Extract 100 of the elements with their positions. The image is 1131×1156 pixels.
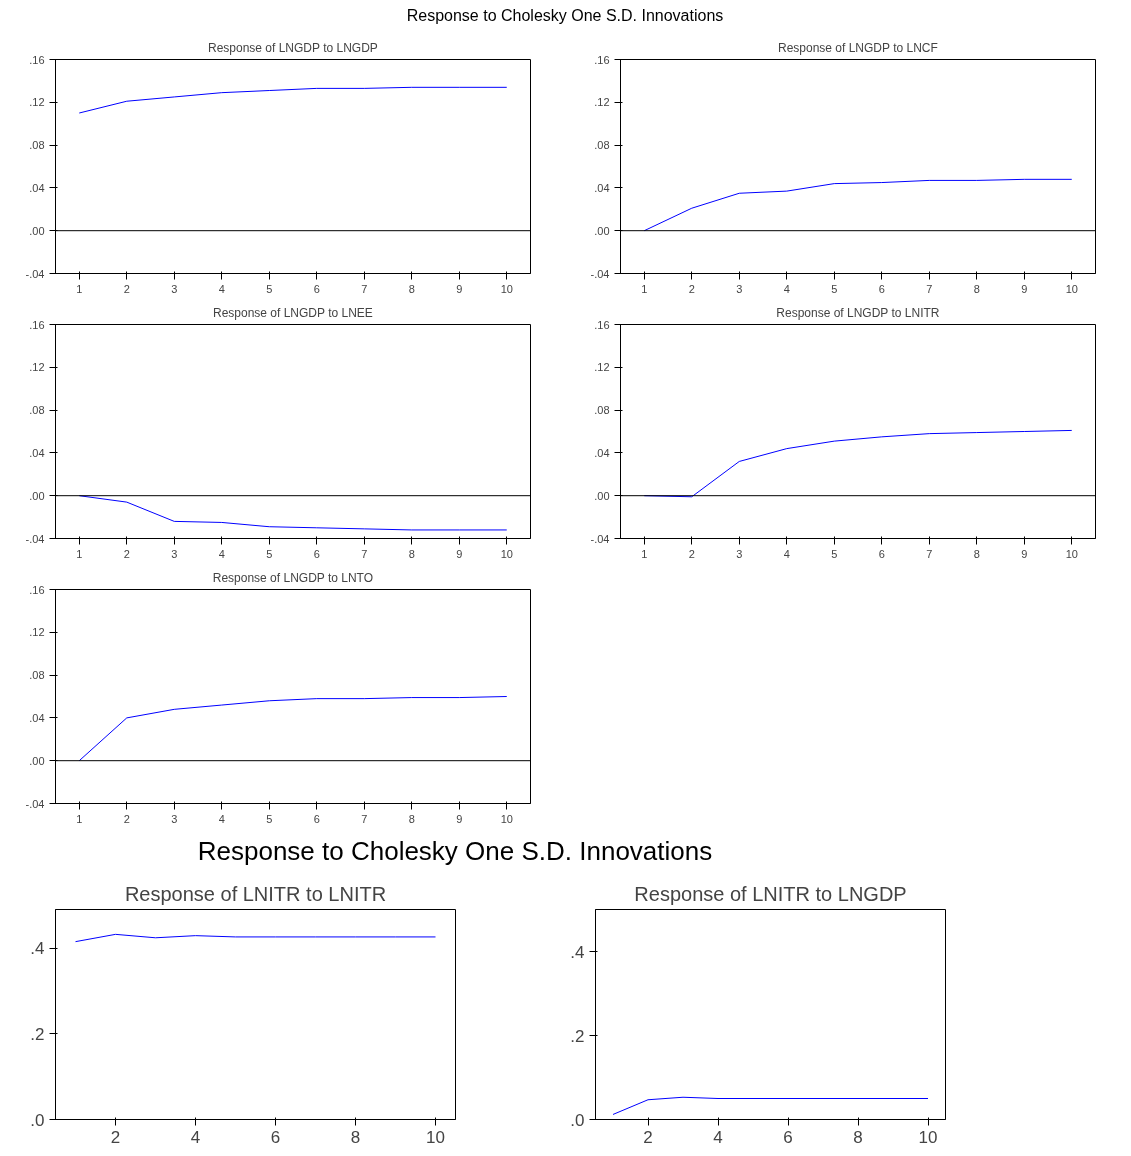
y-tick-label: .08 bbox=[29, 668, 45, 681]
x-tick-label: 3 bbox=[736, 547, 743, 560]
y-tick-label: .12 bbox=[29, 96, 45, 109]
y-tick-label: .2 bbox=[30, 1024, 45, 1044]
x-tick-label: 9 bbox=[456, 547, 463, 560]
y-tick-label: .16 bbox=[29, 583, 45, 596]
x-tick-label: 1 bbox=[76, 282, 83, 295]
y-tick-label: .0 bbox=[30, 1110, 45, 1130]
chart-title: Response of LNITR to LNITR bbox=[124, 882, 387, 905]
y-tick-label: .12 bbox=[594, 361, 610, 374]
y-tick-label: -.04 bbox=[25, 532, 45, 545]
y-tick-label: .4 bbox=[30, 939, 45, 959]
x-tick-label: 6 bbox=[878, 282, 885, 295]
x-tick-label: 2 bbox=[123, 547, 130, 560]
x-tick-label: 8 bbox=[408, 812, 415, 825]
y-tick-label: .16 bbox=[29, 53, 45, 66]
y-tick-label: .12 bbox=[29, 626, 45, 639]
chart-title: Response of LNGDP to LNEE bbox=[212, 305, 373, 320]
x-tick-label: 10 bbox=[500, 812, 513, 825]
y-tick-label: .04 bbox=[594, 446, 610, 459]
chart-title: Response of LNGDP to LNTO bbox=[212, 570, 374, 585]
x-tick-label: 1 bbox=[76, 547, 83, 560]
x-tick-label: 4 bbox=[218, 812, 225, 825]
text: Response to Cholesky One S.D. Innovations bbox=[197, 834, 713, 868]
x-tick-label: 9 bbox=[1021, 282, 1028, 295]
x-tick-label: 9 bbox=[456, 812, 463, 825]
x-tick-label: 2 bbox=[688, 282, 695, 295]
y-tick-label: .16 bbox=[594, 53, 610, 66]
x-tick-label: 9 bbox=[456, 282, 463, 295]
x-tick-label: 10 bbox=[1065, 547, 1078, 560]
y-tick-label: -.04 bbox=[25, 267, 45, 280]
text: Response to Cholesky One S.D. Innovations bbox=[406, 6, 724, 26]
x-tick-label: 10 bbox=[918, 1127, 938, 1147]
x-tick-label: 5 bbox=[266, 282, 273, 295]
y-tick-label: -.04 bbox=[590, 532, 610, 545]
y-tick-label: .0 bbox=[570, 1110, 585, 1130]
y-tick-label: .04 bbox=[29, 181, 45, 194]
x-tick-label: 10 bbox=[1065, 282, 1078, 295]
y-tick-label: -.04 bbox=[590, 267, 610, 280]
x-tick-label: 4 bbox=[218, 547, 225, 560]
x-tick-label: 7 bbox=[361, 282, 368, 295]
x-tick-label: 7 bbox=[361, 812, 368, 825]
x-tick-label: 3 bbox=[171, 282, 178, 295]
x-tick-label: 1 bbox=[76, 812, 83, 825]
x-tick-label: 3 bbox=[736, 282, 743, 295]
y-tick-label: .04 bbox=[594, 181, 610, 194]
x-tick-label: 8 bbox=[973, 547, 980, 560]
x-tick-label: 3 bbox=[171, 812, 178, 825]
x-tick-label: 4 bbox=[218, 282, 225, 295]
x-tick-label: 8 bbox=[408, 282, 415, 295]
y-tick-label: .04 bbox=[29, 446, 45, 459]
x-tick-label: 4 bbox=[783, 547, 790, 560]
x-tick-label: 5 bbox=[266, 812, 273, 825]
x-tick-label: 6 bbox=[313, 547, 320, 560]
y-tick-label: .00 bbox=[594, 224, 610, 237]
x-tick-label: 5 bbox=[831, 282, 838, 295]
y-tick-label: .12 bbox=[594, 96, 610, 109]
x-tick-label: 6 bbox=[270, 1127, 281, 1147]
y-tick-label: .00 bbox=[29, 754, 45, 767]
y-tick-label: .00 bbox=[594, 489, 610, 502]
x-tick-label: 5 bbox=[266, 547, 273, 560]
y-tick-label: -.04 bbox=[25, 797, 45, 810]
chart-title: Response of LNITR to LNGDP bbox=[634, 882, 907, 905]
x-tick-label: 10 bbox=[500, 282, 513, 295]
y-tick-label: .12 bbox=[29, 361, 45, 374]
y-tick-label: .04 bbox=[29, 711, 45, 724]
y-tick-label: .08 bbox=[594, 138, 610, 151]
x-tick-label: 7 bbox=[926, 547, 933, 560]
x-tick-label: 7 bbox=[926, 282, 933, 295]
x-tick-label: 3 bbox=[171, 547, 178, 560]
x-tick-label: 1 bbox=[641, 547, 648, 560]
y-tick-label: .08 bbox=[594, 403, 610, 416]
x-tick-label: 6 bbox=[313, 282, 320, 295]
y-tick-label: .00 bbox=[29, 224, 45, 237]
x-tick-label: 8 bbox=[350, 1127, 361, 1147]
y-tick-label: .2 bbox=[570, 1026, 585, 1046]
y-tick-label: .16 bbox=[29, 318, 45, 331]
x-tick-label: 8 bbox=[408, 547, 415, 560]
chart-title: Response of LNGDP to LNGDP bbox=[207, 40, 378, 55]
x-tick-label: 2 bbox=[123, 812, 130, 825]
x-tick-label: 5 bbox=[831, 547, 838, 560]
x-tick-label: 8 bbox=[973, 282, 980, 295]
x-tick-label: 6 bbox=[878, 547, 885, 560]
x-tick-label: 6 bbox=[783, 1127, 793, 1147]
chart-title: Response of LNGDP to LNITR bbox=[776, 305, 940, 320]
x-tick-label: 10 bbox=[426, 1127, 445, 1147]
x-tick-label: 7 bbox=[361, 547, 368, 560]
y-tick-label: .4 bbox=[570, 942, 585, 962]
x-tick-label: 8 bbox=[853, 1127, 863, 1147]
y-tick-label: .08 bbox=[29, 138, 45, 151]
x-tick-label: 9 bbox=[1021, 547, 1028, 560]
x-tick-label: 2 bbox=[643, 1127, 653, 1147]
y-tick-label: .16 bbox=[594, 318, 610, 331]
chart-title: Response of LNGDP to LNCF bbox=[777, 40, 938, 55]
x-tick-label: 4 bbox=[713, 1127, 723, 1147]
x-tick-label: 2 bbox=[123, 282, 130, 295]
x-tick-label: 6 bbox=[313, 812, 320, 825]
x-tick-label: 4 bbox=[190, 1127, 201, 1147]
y-tick-label: .08 bbox=[29, 403, 45, 416]
x-tick-label: 10 bbox=[500, 547, 513, 560]
